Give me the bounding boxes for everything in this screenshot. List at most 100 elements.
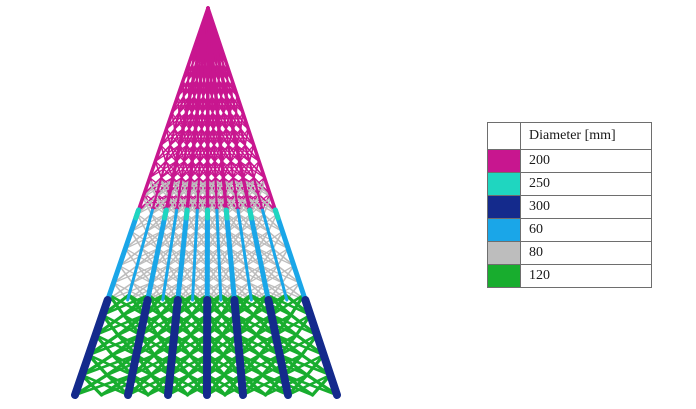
column-200mm <box>206 6 252 212</box>
legend-swatch <box>487 264 521 288</box>
legend-swatch <box>487 195 521 219</box>
column-200mm <box>205 6 210 212</box>
brace-200mm <box>160 160 178 179</box>
column-300mm <box>264 296 292 399</box>
column-200mm <box>206 6 278 212</box>
rib-60mm <box>161 208 179 302</box>
brace-120mm <box>205 353 241 377</box>
legend-header-row: Diameter [mm] <box>487 122 652 150</box>
brace-120mm <box>241 373 286 397</box>
rib-60mm <box>215 208 223 302</box>
legend-row: 200 <box>487 149 652 173</box>
column-250mm <box>223 207 230 221</box>
brace-120mm <box>234 293 269 317</box>
brace-120mm <box>274 313 312 337</box>
brace-120mm <box>94 313 146 337</box>
legend-header: Diameter [mm] <box>520 122 652 150</box>
legend-label: 80 <box>520 241 652 265</box>
brace-120mm <box>205 313 238 337</box>
brace-80mm <box>175 196 190 216</box>
rib-60mm <box>191 208 199 302</box>
column-300mm <box>164 296 182 399</box>
brace-120mm <box>126 373 172 397</box>
brace-80mm <box>264 264 279 284</box>
brace-80mm <box>258 179 267 198</box>
brace-120mm <box>166 373 209 397</box>
brace-200mm <box>245 176 255 195</box>
legend-row: 60 <box>487 218 652 242</box>
brace-80mm <box>150 196 170 216</box>
brace-120mm <box>205 333 239 357</box>
brace-120mm <box>134 333 176 357</box>
column-200mm <box>206 6 229 212</box>
column-300mm <box>71 296 112 399</box>
legend-swatch <box>487 172 521 196</box>
brace-200mm <box>160 160 185 179</box>
rib-60mm <box>236 208 253 302</box>
legend-label: 200 <box>520 149 652 173</box>
brace-80mm <box>281 264 295 284</box>
brace-120mm <box>238 333 277 357</box>
brace-80mm <box>237 196 248 216</box>
legend-header-blank <box>487 122 521 150</box>
column-250mm <box>183 207 190 221</box>
column-250mm <box>133 207 142 221</box>
column-300mm <box>230 296 247 399</box>
brace-80mm <box>136 247 160 267</box>
legend-label: 300 <box>520 195 652 219</box>
column-60mm <box>247 207 271 303</box>
brace-120mm <box>289 293 306 317</box>
brace-120mm <box>168 353 209 377</box>
brace-120mm <box>239 353 282 377</box>
legend-label: 120 <box>520 264 652 288</box>
brace-80mm <box>131 264 156 284</box>
brace-80mm <box>118 247 143 267</box>
rib-60mm <box>261 208 289 302</box>
legend-swatch <box>487 241 521 265</box>
brace-120mm <box>143 293 180 317</box>
rib-200mm <box>206 6 240 212</box>
column-200mm <box>185 6 210 212</box>
rib-200mm <box>206 6 218 212</box>
brace-120mm <box>282 353 325 377</box>
brace-80mm <box>150 196 180 215</box>
brace-80mm <box>276 247 289 267</box>
rib-60mm <box>126 208 154 302</box>
brace-120mm <box>236 313 273 337</box>
column-250mm <box>162 207 169 221</box>
brace-120mm <box>87 333 142 357</box>
diameter-legend: Diameter [mm] 200 250 300 60 80 120 <box>487 122 652 288</box>
legend-row: 250 <box>487 172 652 196</box>
legend-swatch <box>487 149 521 173</box>
brace-120mm <box>172 313 209 337</box>
brace-200mm <box>156 176 174 195</box>
legend-row: 300 <box>487 195 652 219</box>
brace-200mm <box>137 193 158 211</box>
brace-80mm <box>246 179 256 198</box>
brace-80mm <box>262 196 272 216</box>
column-250mm <box>272 207 281 221</box>
brace-120mm <box>139 313 178 337</box>
legend-row: 80 <box>487 241 652 265</box>
brace-120mm <box>80 353 138 377</box>
brace-80mm <box>131 265 169 284</box>
brace-80mm <box>155 179 182 198</box>
brace-120mm <box>205 373 243 397</box>
brace-80mm <box>112 264 138 284</box>
column-200mm <box>136 6 210 212</box>
brace-200mm <box>257 176 266 195</box>
brace-120mm <box>101 293 150 317</box>
column-200mm <box>164 6 210 212</box>
brace-80mm <box>136 247 172 267</box>
rib-200mm <box>206 6 264 212</box>
column-60mm <box>223 207 237 303</box>
brace-120mm <box>130 353 174 377</box>
legend-label: 250 <box>520 172 652 196</box>
column-250mm <box>247 207 254 221</box>
brace-80mm <box>155 179 174 198</box>
legend-label: 60 <box>520 218 652 242</box>
brace-200mm <box>143 176 163 195</box>
column-60mm <box>105 207 142 303</box>
column-60mm <box>175 207 190 303</box>
